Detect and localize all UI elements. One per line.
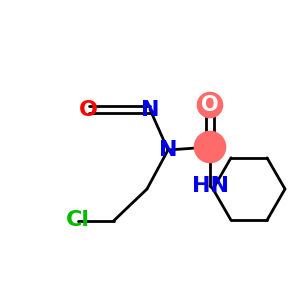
Circle shape (197, 92, 223, 118)
Text: N: N (159, 140, 177, 160)
Text: N: N (141, 100, 159, 119)
Text: O: O (201, 95, 219, 115)
Circle shape (194, 131, 226, 163)
Text: Cl: Cl (66, 211, 90, 230)
Text: O: O (79, 100, 98, 119)
Text: HN: HN (191, 176, 229, 196)
